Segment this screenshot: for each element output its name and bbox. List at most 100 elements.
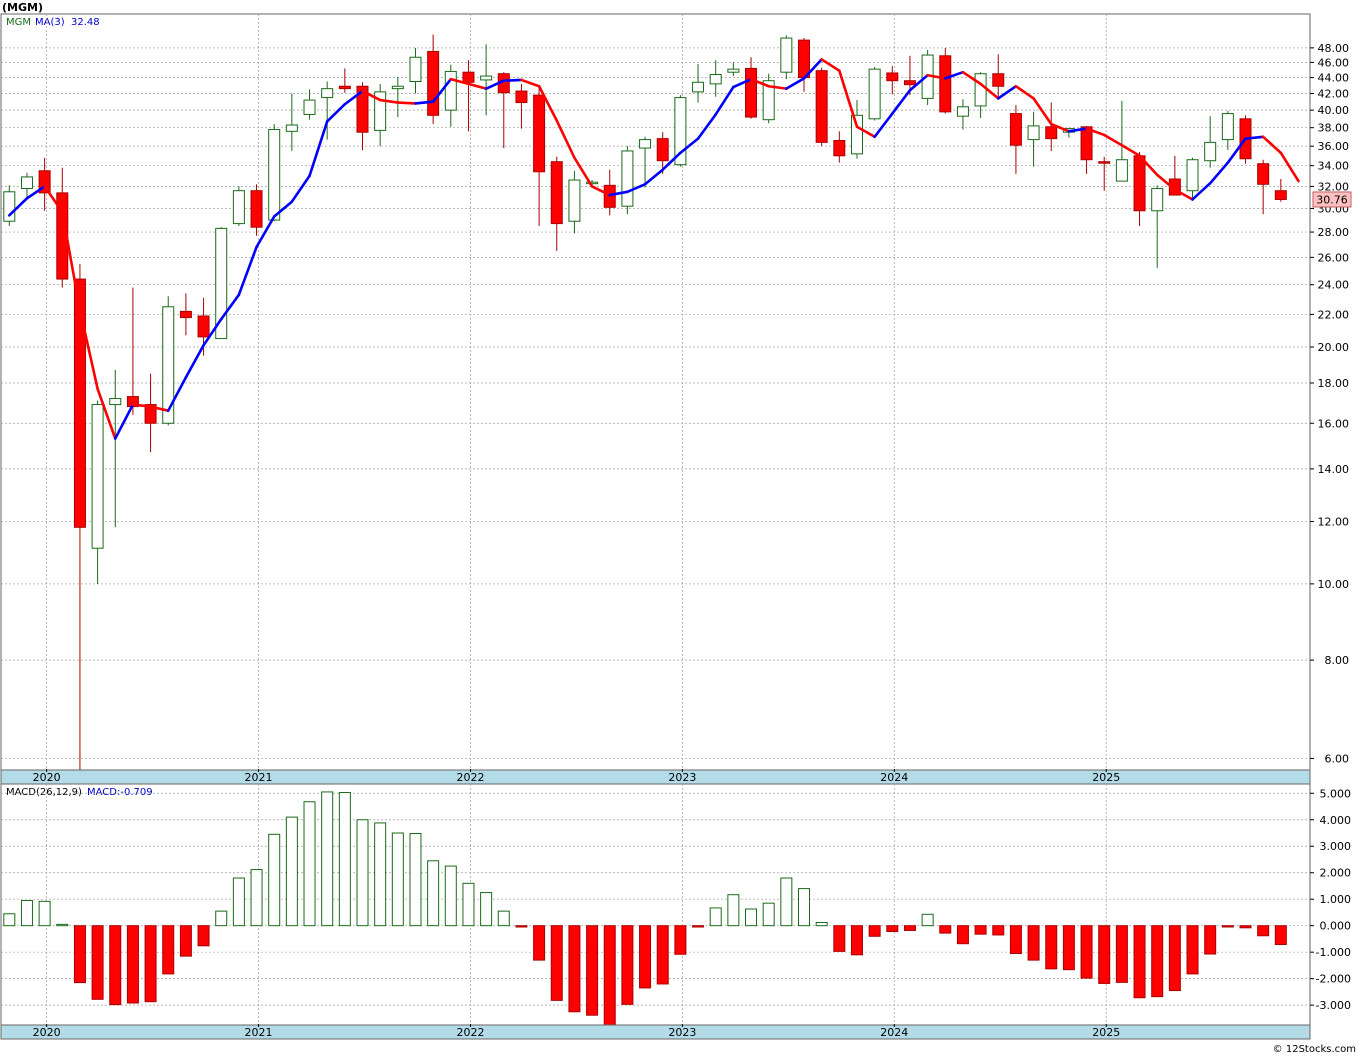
macd-y-axis: -3.000 -2.000 -1.000 0.000 1.000 2.000 3.000 4.… [1310, 787, 1351, 1012]
ma-segment [855, 125, 876, 139]
ma-segment [78, 308, 99, 391]
ma-segment [378, 98, 400, 104]
macd-tick-label: 5.000 [1320, 787, 1352, 800]
macd-bars [3, 791, 1287, 1026]
macd-bar [886, 925, 899, 933]
macd-bar [1027, 925, 1040, 961]
candle-body [444, 70, 457, 111]
ma-segment [926, 73, 947, 80]
macd-bar [903, 925, 916, 931]
candle-body [356, 85, 369, 133]
candle [427, 34, 440, 125]
candle-body [568, 179, 581, 222]
macd-bar [850, 925, 863, 956]
macd-bar [992, 925, 1005, 936]
candle-body [303, 99, 316, 115]
macd-tick-label: 1.000 [1320, 893, 1352, 906]
year-label-lower: 2021 [245, 1026, 273, 1039]
candle-body [3, 191, 16, 222]
candle [356, 82, 369, 150]
candle [3, 185, 16, 226]
price-tick-label: 22.00 [1318, 308, 1350, 321]
price-tick-label: 38.00 [1318, 122, 1350, 135]
candle-body [73, 278, 86, 528]
price-tick-label: 12.00 [1318, 516, 1350, 529]
ma-segment [802, 58, 823, 80]
price-tick-label: 42.00 [1318, 87, 1350, 100]
ma-label: MA(3) [35, 17, 65, 28]
macd-bar [762, 902, 775, 927]
year-label-upper: 2020 [33, 771, 61, 784]
candle-body [639, 139, 652, 149]
candle [674, 95, 687, 167]
candle [639, 136, 652, 188]
ma-value-label: 32.48 [71, 17, 100, 28]
candle [568, 170, 581, 234]
year-label-lower: 2023 [668, 1026, 696, 1039]
ma-segment [502, 78, 523, 83]
candle-body [1080, 126, 1093, 161]
ma-segment [467, 82, 488, 90]
candle-body [674, 97, 687, 166]
ma-segment [149, 405, 170, 412]
ma-segment [537, 84, 559, 122]
candle [833, 131, 846, 163]
macd-bar [603, 925, 616, 1026]
ma-segment [590, 185, 612, 197]
candle [868, 66, 881, 121]
ma-segment [1049, 122, 1071, 133]
candle [956, 99, 969, 130]
candle [815, 67, 828, 147]
macd-bar [1009, 925, 1022, 954]
macd-bar [374, 822, 387, 927]
candle [621, 146, 634, 215]
macd-bar [1045, 925, 1058, 970]
candle [250, 184, 263, 236]
ma-segment [1067, 127, 1088, 133]
ma-segment [166, 376, 188, 412]
macd-bar [868, 925, 881, 937]
ma-segment [1261, 135, 1283, 155]
ma-segment [96, 387, 117, 440]
candle-body [1115, 159, 1128, 182]
macd-tick-label: -2.000 [1316, 973, 1351, 986]
macd-bar [515, 925, 528, 928]
ma-segment [414, 100, 435, 105]
price-tick-label: 6.00 [1325, 752, 1350, 765]
macd-bar [727, 894, 740, 927]
candle [232, 186, 245, 226]
candle [1221, 111, 1234, 150]
candle-body [109, 398, 122, 406]
macd-bar [621, 925, 634, 1005]
ma-segment [272, 200, 294, 218]
macd-bar [285, 816, 298, 927]
ma-segment [979, 82, 1000, 100]
candle-body [38, 170, 51, 194]
ma-segment [1173, 188, 1194, 201]
candle-body [1098, 161, 1111, 164]
candle [20, 172, 33, 198]
candle-body [850, 114, 863, 155]
ma-segment [714, 85, 735, 116]
ma-segment [8, 197, 29, 217]
candle [1204, 116, 1217, 168]
ma-segment [943, 70, 965, 80]
candle [992, 54, 1005, 98]
macd-bar [1204, 925, 1217, 955]
macd-bar [38, 900, 51, 927]
macd-bar [639, 925, 652, 989]
ma-segment [555, 119, 576, 160]
macd-bar [480, 892, 493, 927]
candle [144, 373, 157, 453]
macd-bar [709, 907, 722, 927]
candle-body [179, 310, 192, 319]
ma-segment [1085, 127, 1106, 137]
macd-tick-label: 0.000 [1320, 920, 1352, 933]
candle [1098, 156, 1111, 191]
macd-tick-label: 2.000 [1320, 867, 1352, 880]
ma-segment [996, 84, 1018, 100]
macd-bar [303, 801, 316, 927]
ma-segment [908, 73, 929, 92]
ma-segment [573, 156, 594, 188]
candle [391, 76, 404, 118]
